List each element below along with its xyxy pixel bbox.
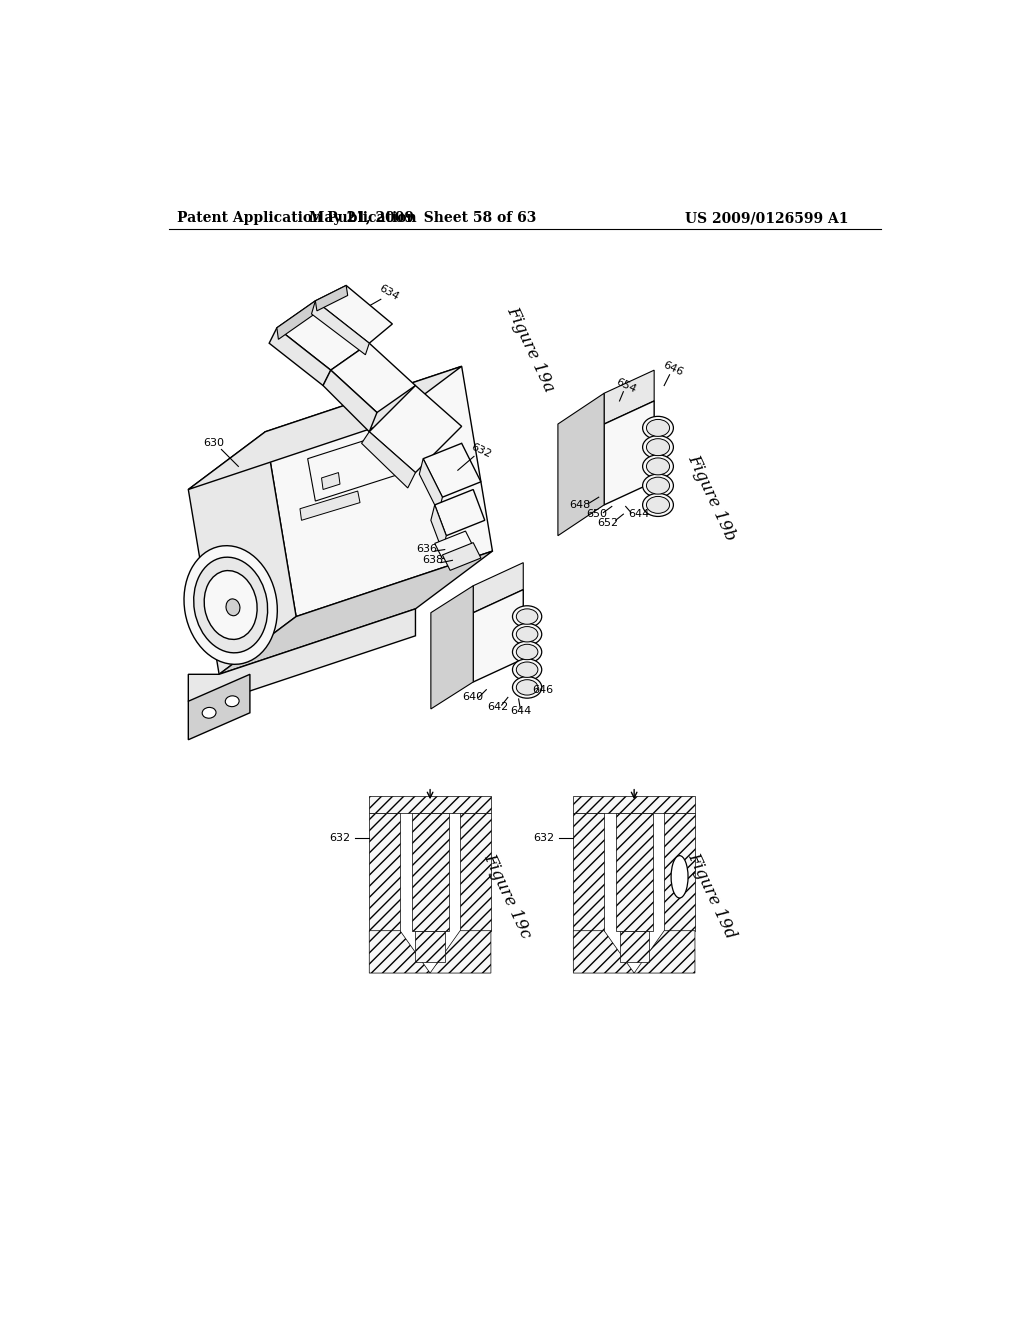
Polygon shape: [431, 506, 446, 552]
Ellipse shape: [516, 627, 538, 642]
Polygon shape: [558, 393, 604, 536]
Text: 650: 650: [586, 510, 607, 519]
Ellipse shape: [512, 659, 542, 681]
Polygon shape: [573, 796, 695, 813]
Polygon shape: [620, 931, 649, 961]
Text: 634: 634: [377, 284, 400, 302]
Polygon shape: [412, 813, 449, 931]
Polygon shape: [315, 285, 392, 343]
Ellipse shape: [643, 416, 674, 440]
Ellipse shape: [646, 478, 670, 494]
Text: 636: 636: [417, 544, 437, 554]
Ellipse shape: [225, 696, 240, 706]
Polygon shape: [370, 796, 490, 813]
Polygon shape: [604, 370, 654, 424]
Ellipse shape: [194, 557, 267, 653]
Polygon shape: [416, 931, 444, 961]
Ellipse shape: [643, 474, 674, 498]
Text: 630: 630: [203, 438, 224, 449]
Text: Figure 19b: Figure 19b: [684, 451, 739, 543]
Ellipse shape: [512, 677, 542, 698]
Ellipse shape: [516, 609, 538, 624]
Polygon shape: [269, 327, 331, 385]
Polygon shape: [276, 301, 370, 370]
Polygon shape: [323, 370, 377, 432]
Polygon shape: [331, 343, 416, 412]
Ellipse shape: [512, 606, 542, 627]
Polygon shape: [435, 531, 473, 558]
Polygon shape: [473, 590, 523, 682]
Polygon shape: [573, 813, 604, 931]
Polygon shape: [604, 401, 654, 506]
Polygon shape: [188, 609, 416, 701]
Text: 644: 644: [628, 510, 649, 519]
Ellipse shape: [671, 855, 688, 898]
Ellipse shape: [202, 708, 216, 718]
Polygon shape: [634, 931, 695, 973]
Text: May 21, 2009  Sheet 58 of 63: May 21, 2009 Sheet 58 of 63: [309, 211, 537, 226]
Ellipse shape: [646, 420, 670, 437]
Text: Figure 19d: Figure 19d: [684, 850, 739, 942]
Polygon shape: [188, 675, 250, 739]
Polygon shape: [370, 385, 462, 473]
Polygon shape: [361, 432, 416, 488]
Ellipse shape: [184, 545, 278, 664]
Polygon shape: [435, 490, 484, 536]
Polygon shape: [431, 586, 473, 709]
Polygon shape: [276, 301, 316, 339]
Polygon shape: [573, 931, 634, 973]
Polygon shape: [311, 301, 370, 355]
Text: Figure 19c: Figure 19c: [480, 851, 535, 941]
Text: Figure 19a: Figure 19a: [504, 304, 558, 395]
Polygon shape: [460, 813, 490, 931]
Polygon shape: [315, 285, 348, 312]
Ellipse shape: [512, 623, 542, 645]
Text: 646: 646: [662, 359, 685, 378]
Polygon shape: [300, 491, 360, 520]
Text: Patent Application Publication: Patent Application Publication: [177, 211, 417, 226]
Polygon shape: [219, 552, 493, 675]
Ellipse shape: [226, 599, 240, 615]
Polygon shape: [188, 367, 462, 490]
Text: 646: 646: [531, 685, 553, 694]
Text: 632: 632: [469, 442, 493, 459]
Polygon shape: [419, 459, 442, 512]
Text: 652: 652: [597, 517, 618, 528]
Polygon shape: [188, 432, 296, 675]
Text: 642: 642: [487, 702, 509, 711]
Ellipse shape: [646, 458, 670, 475]
Polygon shape: [370, 813, 400, 931]
Text: US 2009/0126599 A1: US 2009/0126599 A1: [685, 211, 849, 226]
Text: 640: 640: [463, 693, 483, 702]
Ellipse shape: [516, 680, 538, 696]
Text: 648: 648: [569, 500, 590, 510]
Ellipse shape: [516, 663, 538, 677]
Ellipse shape: [643, 494, 674, 516]
Polygon shape: [423, 444, 481, 498]
Text: 638: 638: [423, 556, 443, 565]
Polygon shape: [322, 473, 340, 490]
Polygon shape: [430, 931, 490, 973]
Ellipse shape: [204, 570, 257, 639]
Text: 654: 654: [614, 376, 637, 395]
Ellipse shape: [512, 642, 542, 663]
Text: 644: 644: [510, 706, 531, 717]
Ellipse shape: [646, 438, 670, 455]
Polygon shape: [473, 562, 523, 612]
Ellipse shape: [643, 455, 674, 478]
Text: 632: 632: [532, 833, 554, 843]
Text: 632: 632: [329, 833, 350, 843]
Ellipse shape: [643, 436, 674, 459]
Ellipse shape: [646, 496, 670, 513]
Polygon shape: [615, 813, 652, 931]
Polygon shape: [665, 813, 695, 931]
Polygon shape: [370, 931, 430, 973]
Polygon shape: [442, 543, 481, 570]
Polygon shape: [265, 367, 493, 616]
Polygon shape: [307, 428, 412, 502]
Ellipse shape: [516, 644, 538, 660]
